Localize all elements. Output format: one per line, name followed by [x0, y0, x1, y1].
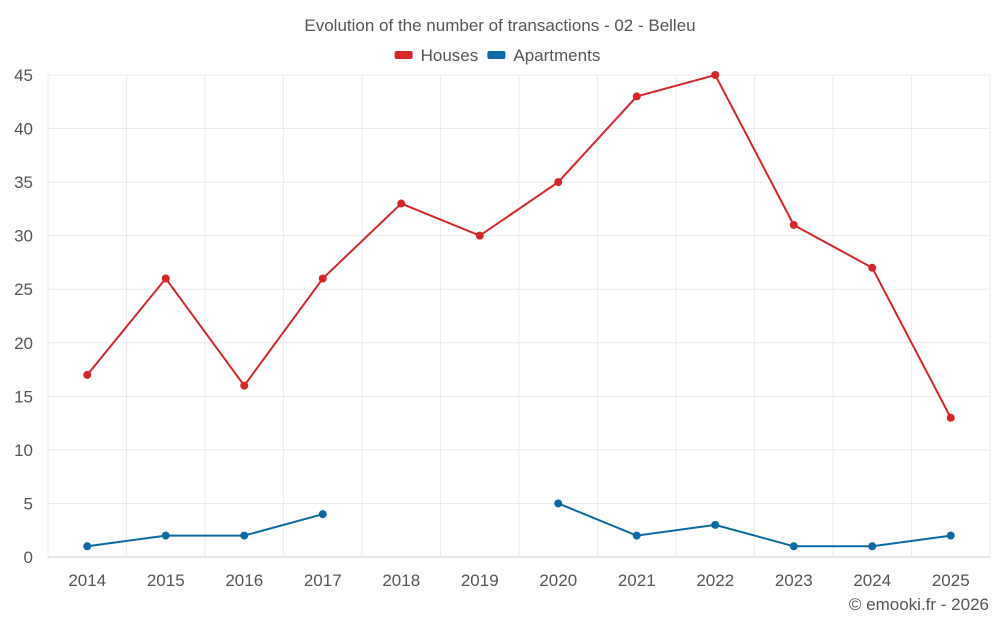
series-line — [87, 513, 324, 548]
data-point[interactable] — [161, 531, 170, 540]
x-tick-label: 2023 — [775, 571, 813, 590]
x-axis: 2014 2015 2016 2017 2018 2019 2020 2021 2022 2023… — [68, 571, 969, 590]
y-tick-label: 20 — [14, 334, 33, 353]
data-point[interactable] — [632, 531, 641, 540]
data-point[interactable] — [318, 274, 327, 283]
y-tick-label: 40 — [14, 120, 33, 139]
data-point[interactable] — [632, 92, 641, 101]
data-point[interactable] — [789, 542, 798, 551]
x-tick-label: 2021 — [618, 571, 656, 590]
data-point[interactable] — [711, 520, 720, 529]
data-point[interactable] — [318, 510, 327, 519]
data-point[interactable] — [711, 71, 720, 79]
x-tick-label: 2025 — [932, 571, 970, 590]
x-tick-label: 2016 — [225, 571, 263, 590]
data-point[interactable] — [161, 274, 170, 283]
x-tick-label: 2019 — [461, 571, 499, 590]
data-point[interactable] — [83, 542, 92, 551]
series-houses — [83, 71, 955, 422]
legend-swatch — [487, 51, 506, 59]
y-tick-label: 0 — [24, 548, 33, 567]
data-point[interactable] — [83, 370, 92, 379]
x-tick-label: 2014 — [68, 571, 106, 590]
grid — [47, 74, 991, 558]
series-line — [557, 502, 951, 548]
y-tick-label: 25 — [14, 280, 33, 299]
series-layer — [83, 71, 955, 551]
y-tick-label: 10 — [14, 441, 33, 460]
y-tick-label: 30 — [14, 227, 33, 246]
series-line — [86, 73, 952, 419]
x-tick-label: 2018 — [382, 571, 420, 590]
data-point[interactable] — [868, 542, 877, 551]
data-point[interactable] — [554, 178, 563, 187]
x-tick-label: 2020 — [539, 571, 577, 590]
y-tick-label: 35 — [14, 173, 33, 192]
chart-title: Evolution of the number of transactions … — [304, 16, 695, 35]
y-tick-label: 15 — [14, 387, 33, 406]
credit-text: © emooki.fr - 2026 — [849, 595, 989, 614]
data-point[interactable] — [789, 220, 798, 229]
y-tick-label: 5 — [24, 494, 33, 513]
x-tick-label: 2024 — [853, 571, 891, 590]
data-point[interactable] — [240, 381, 249, 390]
data-point[interactable] — [475, 231, 484, 240]
data-point[interactable] — [868, 263, 877, 272]
x-tick-label: 2015 — [147, 571, 185, 590]
legend-label: Apartments — [513, 46, 600, 65]
legend-label: Houses — [421, 46, 479, 65]
series-apartments — [83, 499, 955, 551]
data-point[interactable] — [240, 531, 249, 540]
x-tick-label: 2017 — [304, 571, 342, 590]
legend-item-houses[interactable]: Houses — [394, 46, 479, 65]
data-point[interactable] — [946, 413, 955, 422]
legend-swatch — [394, 51, 413, 59]
y-tick-label: 45 — [14, 66, 33, 85]
data-point[interactable] — [946, 531, 955, 540]
y-axis: 0 5 10 15 20 25 30 35 40 45 — [14, 66, 33, 567]
legend-item-apartments[interactable]: Apartments — [487, 46, 600, 65]
legend: Houses Apartments — [394, 46, 600, 65]
x-tick-label: 2022 — [696, 571, 734, 590]
data-point[interactable] — [397, 199, 406, 208]
data-point[interactable] — [554, 499, 563, 508]
